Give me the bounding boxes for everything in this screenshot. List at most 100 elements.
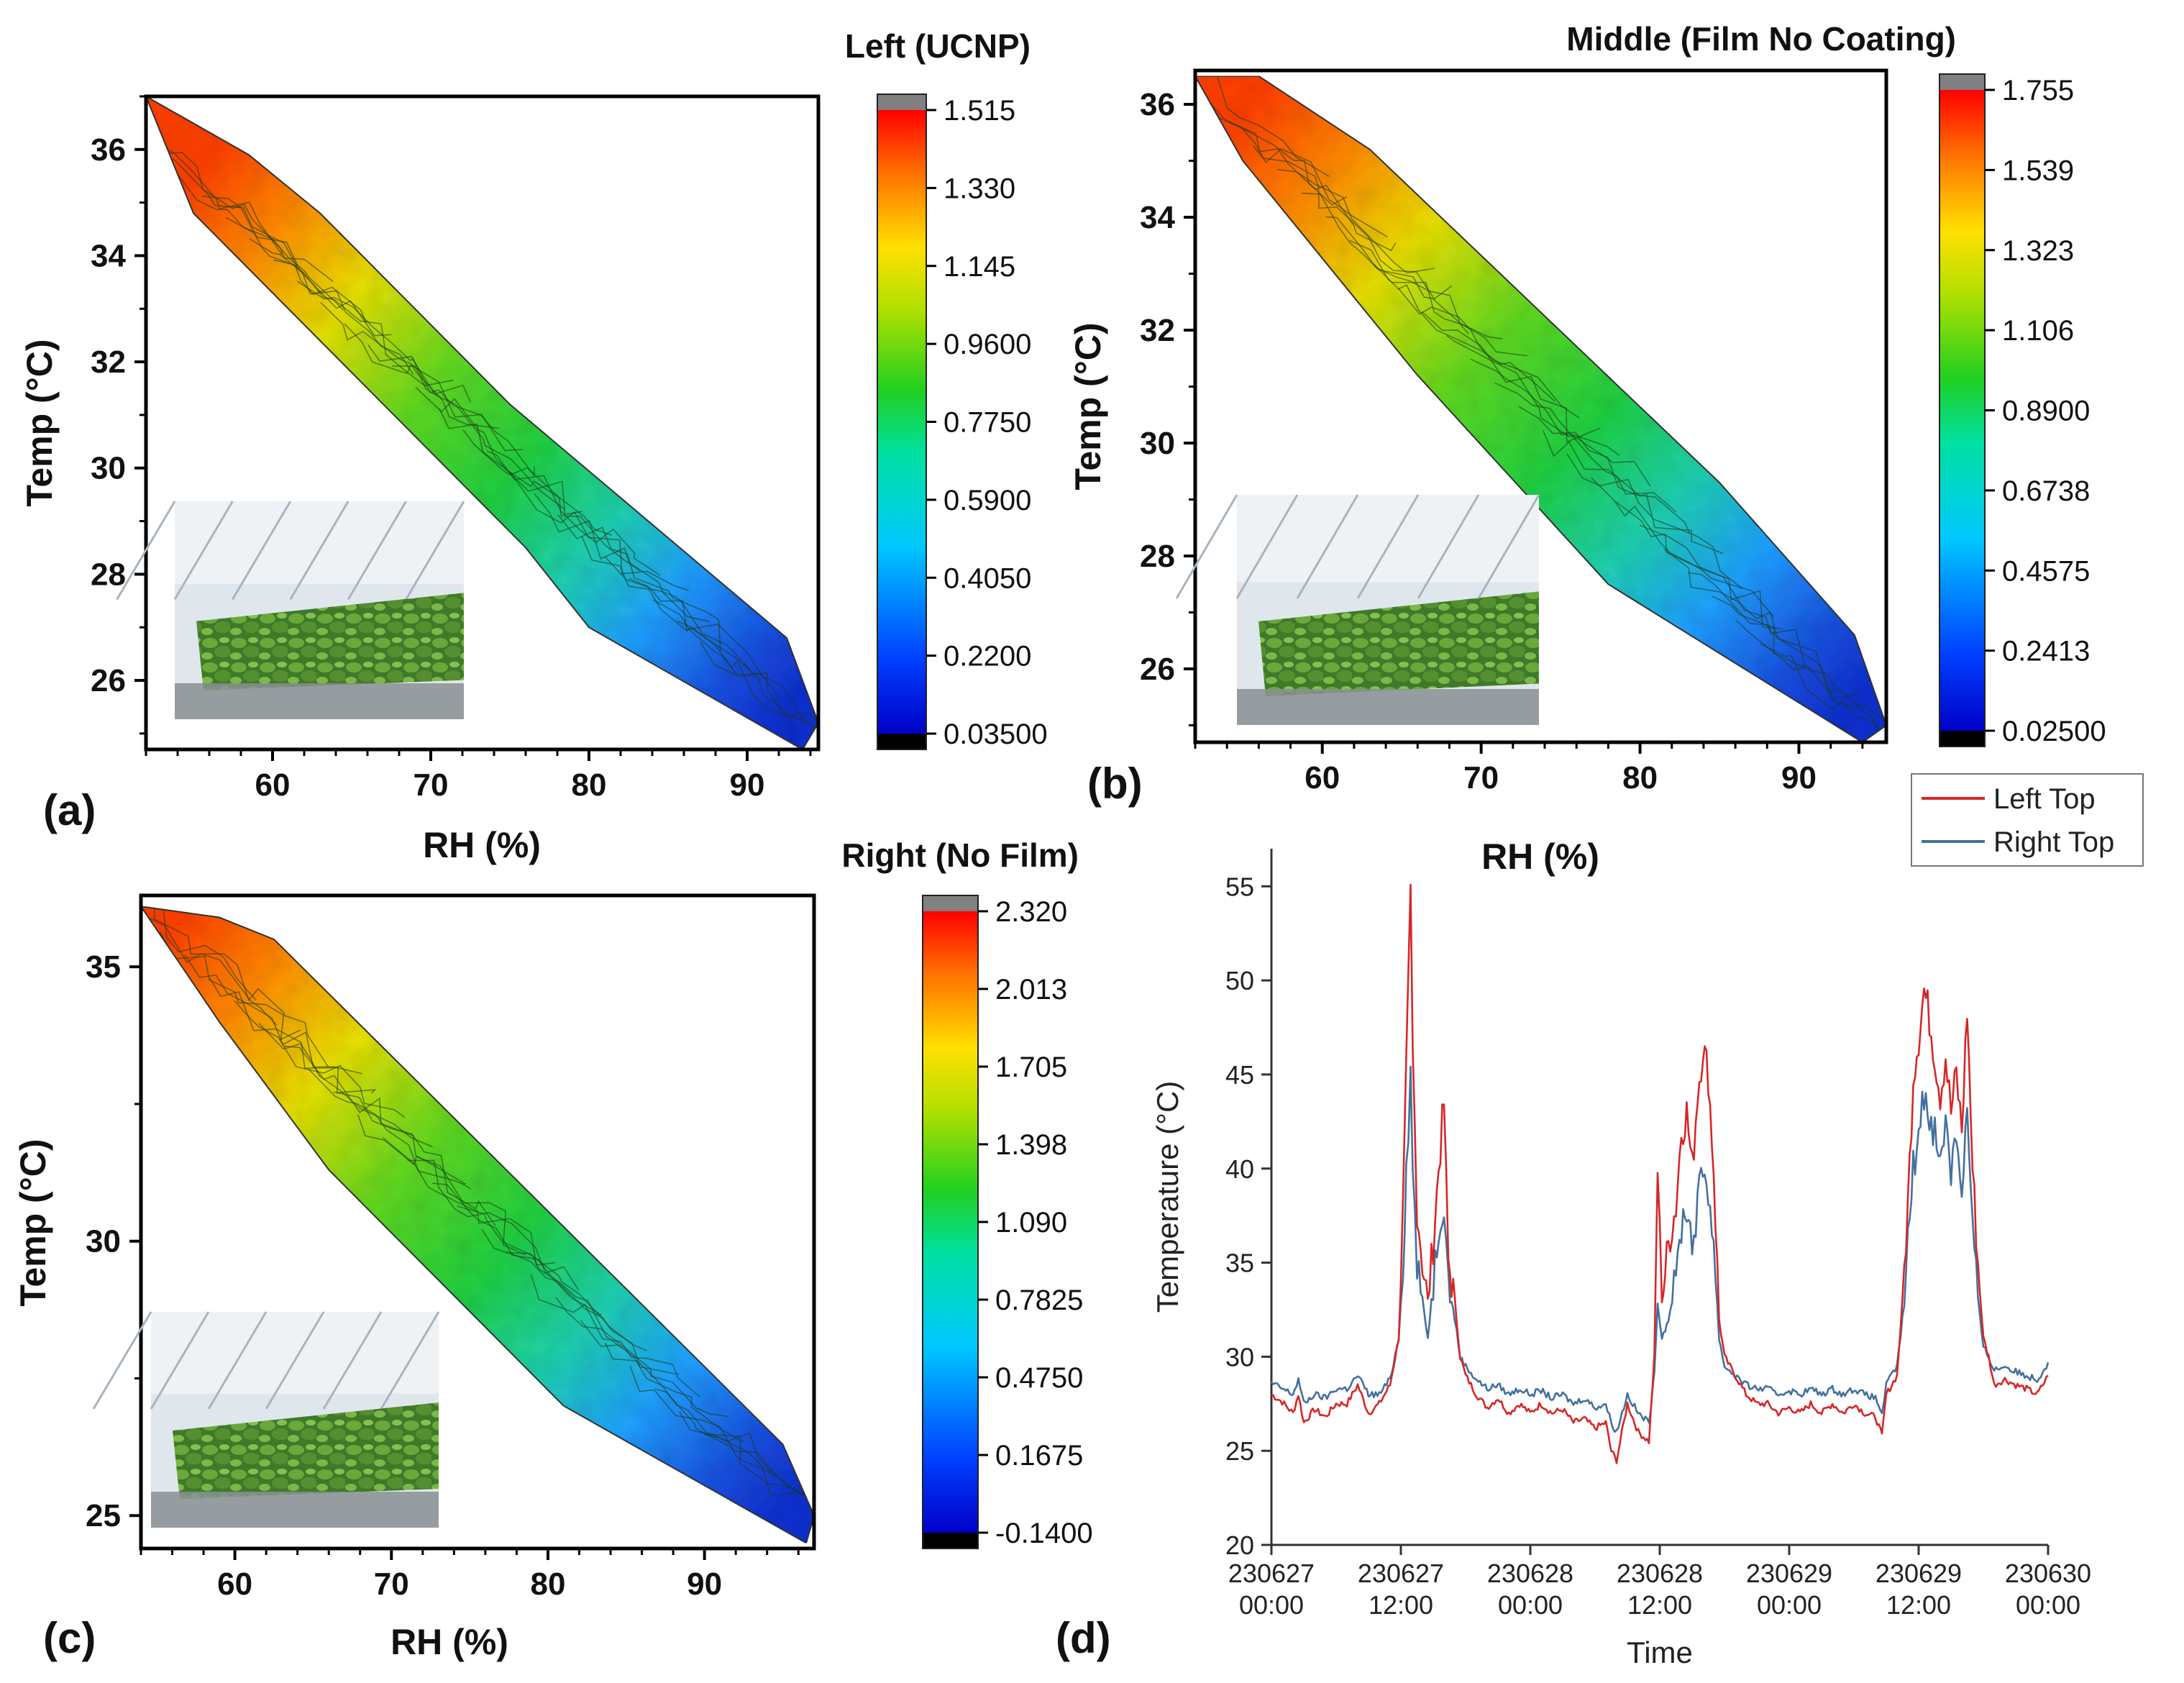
y-tick-label: 25 — [1225, 1436, 1254, 1466]
x-tick-time: 12:00 — [1627, 1590, 1692, 1620]
inset-lettuce — [173, 1402, 439, 1499]
colorbar-tick-label: 0.03500 — [943, 719, 1048, 750]
y-tick-label: 55 — [1225, 872, 1254, 901]
y-axis-label: Temp (°C) — [1068, 323, 1108, 491]
inset-sky — [1237, 495, 1539, 583]
contour-line — [1591, 477, 1775, 618]
colorbar-tick-label: 1.398 — [995, 1129, 1067, 1161]
inset-lettuce — [1258, 591, 1539, 696]
x-tick-day: 230630 — [2005, 1559, 2091, 1588]
contour-line — [1663, 548, 1837, 688]
colorbar-tick-label: 0.7825 — [995, 1285, 1083, 1316]
contour-line — [296, 280, 472, 403]
contour-line — [555, 1297, 728, 1418]
x-tick-label: 70 — [1463, 760, 1499, 795]
x-tick-label: 90 — [730, 767, 765, 803]
y-tick-label: 26 — [91, 663, 126, 698]
colorbar-tick-label: 0.8900 — [2002, 396, 2090, 427]
contour-line — [308, 1068, 472, 1190]
x-tick-day: 230627 — [1358, 1559, 1444, 1588]
inset-sky — [175, 501, 464, 585]
contour-line — [481, 1228, 647, 1351]
contour-line — [184, 954, 362, 1075]
x-tick-label: 80 — [1622, 760, 1658, 795]
y-tick-label: 45 — [1225, 1060, 1254, 1090]
colorbar-over — [877, 94, 926, 110]
contour-line — [581, 535, 751, 671]
contour-line — [605, 557, 781, 701]
legend-label: Right Top — [1993, 826, 2114, 858]
colorbar-tick-label: 0.4575 — [2002, 555, 2090, 587]
contour-line — [510, 472, 689, 591]
x-tick-day: 230628 — [1487, 1559, 1573, 1588]
inset-frame-bar — [1356, 494, 1420, 599]
heatmap-panel-2: 60 70 80 90 25 30 35 RH (%) Temp (°C) Right (No F… — [13, 836, 1093, 1662]
y-tick-label: 26 — [1140, 652, 1175, 687]
line-chart-panel: 202530354045505523062700:0023062712:0023… — [1056, 773, 2144, 1669]
heatmap-panel-0: 60 70 80 90 26 28 30 32 34 36 RH (%) Temp (°C) Left … — [19, 27, 1048, 865]
panel-tag: (a) — [43, 786, 96, 834]
x-axis-label: RH (%) — [1481, 836, 1599, 877]
panel-tag: (b) — [1087, 760, 1143, 808]
contour-line — [605, 1343, 775, 1478]
y-tick-label: 30 — [91, 451, 126, 486]
inset-bench — [175, 683, 464, 719]
x-tick-time: 12:00 — [1886, 1590, 1951, 1620]
y-tick-label: 30 — [86, 1224, 121, 1259]
contour-line — [700, 642, 818, 749]
legend-label: Left Top — [1993, 783, 2096, 815]
inset-photo — [1175, 494, 1540, 725]
y-tick-label: 34 — [91, 238, 126, 273]
x-tick-label: 60 — [217, 1566, 252, 1602]
x-tick-label: 90 — [687, 1566, 722, 1602]
inset-frame-bar — [1235, 494, 1299, 599]
y-tick-label: 20 — [1225, 1531, 1254, 1560]
contour-line — [1349, 240, 1528, 357]
contour-line — [1277, 168, 1453, 300]
heatmap-panel-1: 60 70 80 90 26 28 30 32 34 36 RH (%) Temp (°C) Middl… — [1068, 20, 2106, 877]
plot-frame — [139, 893, 816, 1551]
colorbar: 2.320 2.013 1.705 1.398 1.090 0.7825 0.4750 0.1… — [922, 895, 1093, 1549]
contour-line — [1228, 121, 1397, 252]
contour-line — [357, 1114, 526, 1256]
inset-frame-bar — [380, 1311, 440, 1410]
colorbar-tick-label: -0.1400 — [995, 1518, 1093, 1549]
y-tick-label: 25 — [86, 1498, 121, 1533]
contour-line — [1760, 643, 1886, 742]
contour-line — [676, 620, 818, 749]
legend: Left Top Right Top — [1911, 773, 2144, 867]
contour-line — [580, 1320, 744, 1443]
inset-photo — [92, 1311, 440, 1528]
contour-line — [178, 174, 344, 311]
x-tick-label: 60 — [255, 767, 291, 803]
contour-lines — [146, 111, 818, 749]
contour-line — [367, 345, 535, 478]
x-tick-label: 70 — [374, 1566, 409, 1602]
x-tick-day: 230629 — [1875, 1559, 1962, 1588]
colorbar: 1.755 1.539 1.323 1.106 0.8900 0.6738 0.4575 0.… — [1939, 73, 2106, 747]
inset-sky — [151, 1312, 439, 1394]
inset-bench — [151, 1492, 439, 1528]
y-tick-label: 32 — [91, 345, 126, 380]
x-tick-day: 230627 — [1228, 1559, 1315, 1588]
y-tick-label: 28 — [1140, 539, 1175, 574]
colorbar-under — [923, 1533, 978, 1549]
contour-line — [1566, 453, 1743, 589]
panel-title: Left (UCNP) — [845, 27, 1031, 65]
contour-line — [320, 301, 500, 429]
x-tick-day: 230629 — [1746, 1559, 1832, 1588]
series-line-left-top — [1271, 883, 2049, 1464]
colorbar-gradient — [877, 110, 926, 734]
plot-frame — [1193, 68, 1888, 744]
y-tick-label: 35 — [86, 949, 121, 985]
contour-line — [225, 216, 392, 337]
x-tick-label: 80 — [572, 767, 607, 803]
contour-line — [146, 111, 283, 255]
inset-frame-bar — [116, 501, 176, 601]
colorbar-tick-label: 2.013 — [995, 974, 1067, 1005]
x-tick-time: 00:00 — [2016, 1590, 2080, 1620]
contour-line — [234, 1000, 406, 1118]
inset-frame-bar — [347, 501, 407, 601]
contour-line — [141, 908, 301, 1041]
